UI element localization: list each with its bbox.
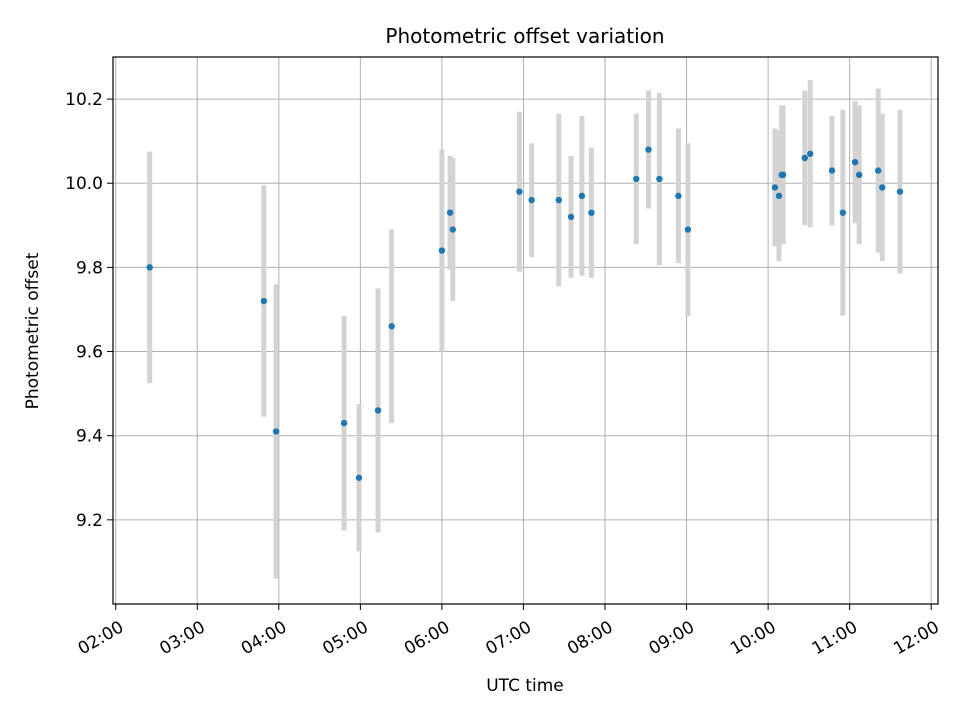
data-point [516,188,523,195]
data-point [340,419,348,427]
x-axis-label: UTC time [486,676,564,696]
data-point [801,154,809,162]
data-point [272,428,280,435]
data-point [779,171,787,179]
data-point [578,192,586,200]
chart-title: Photometric offset variation [385,24,664,48]
data-point [775,192,783,200]
data-point [851,158,859,166]
y-tick-label: 9.2 [76,511,103,531]
data-point [355,474,363,481]
data-point [449,226,456,233]
grid-lines [113,57,938,604]
y-axis-ticks: 9.2 9.4 9.6 9.8 10.0 10.2 [65,90,113,531]
data-point [146,264,153,271]
data-point [656,175,663,183]
data-point [807,150,814,157]
y-tick-label: 10.0 [65,174,103,194]
y-tick-label: 9.4 [76,427,103,447]
data-point [446,209,454,216]
y-tick-label: 9.8 [76,258,103,278]
data-point [896,188,904,195]
data-point [874,167,882,174]
data-point [438,247,446,254]
data-point [675,192,682,200]
data-point [839,209,847,216]
data-point [555,196,562,204]
data-point [388,323,395,330]
y-axis-label: Photometric offset [23,252,43,409]
data-point [374,407,382,414]
data-point [645,146,652,153]
data-point [528,196,535,204]
data-point [633,175,640,183]
data-point [879,184,886,191]
data-point [567,213,575,221]
plot-frame [112,56,939,605]
data-point [260,297,268,305]
data-point [855,171,863,179]
data-points [146,146,904,481]
data-point [684,226,692,233]
data-point [828,167,836,174]
y-tick-label: 10.2 [65,90,103,110]
data-point [588,209,595,216]
data-point [771,184,779,191]
y-tick-label: 9.6 [76,343,103,363]
